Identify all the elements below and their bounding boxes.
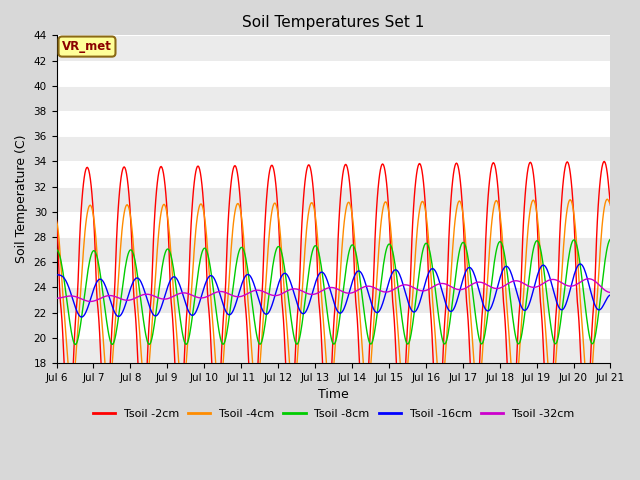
X-axis label: Time: Time — [318, 388, 349, 401]
Bar — [56, 338, 611, 363]
Y-axis label: Soil Temperature (C): Soil Temperature (C) — [15, 135, 28, 264]
Title: Soil Temperatures Set 1: Soil Temperatures Set 1 — [243, 15, 425, 30]
Text: VR_met: VR_met — [62, 40, 112, 53]
Bar — [56, 312, 611, 338]
Bar — [56, 237, 611, 262]
Bar — [56, 187, 611, 212]
Bar — [56, 288, 611, 312]
Bar — [56, 136, 611, 161]
Bar — [56, 212, 611, 237]
Bar — [56, 111, 611, 136]
Bar — [56, 262, 611, 288]
Bar — [56, 86, 611, 111]
Legend: Tsoil -2cm, Tsoil -4cm, Tsoil -8cm, Tsoil -16cm, Tsoil -32cm: Tsoil -2cm, Tsoil -4cm, Tsoil -8cm, Tsoi… — [88, 404, 579, 423]
Bar — [56, 36, 611, 60]
Bar — [56, 60, 611, 86]
Bar — [56, 161, 611, 187]
